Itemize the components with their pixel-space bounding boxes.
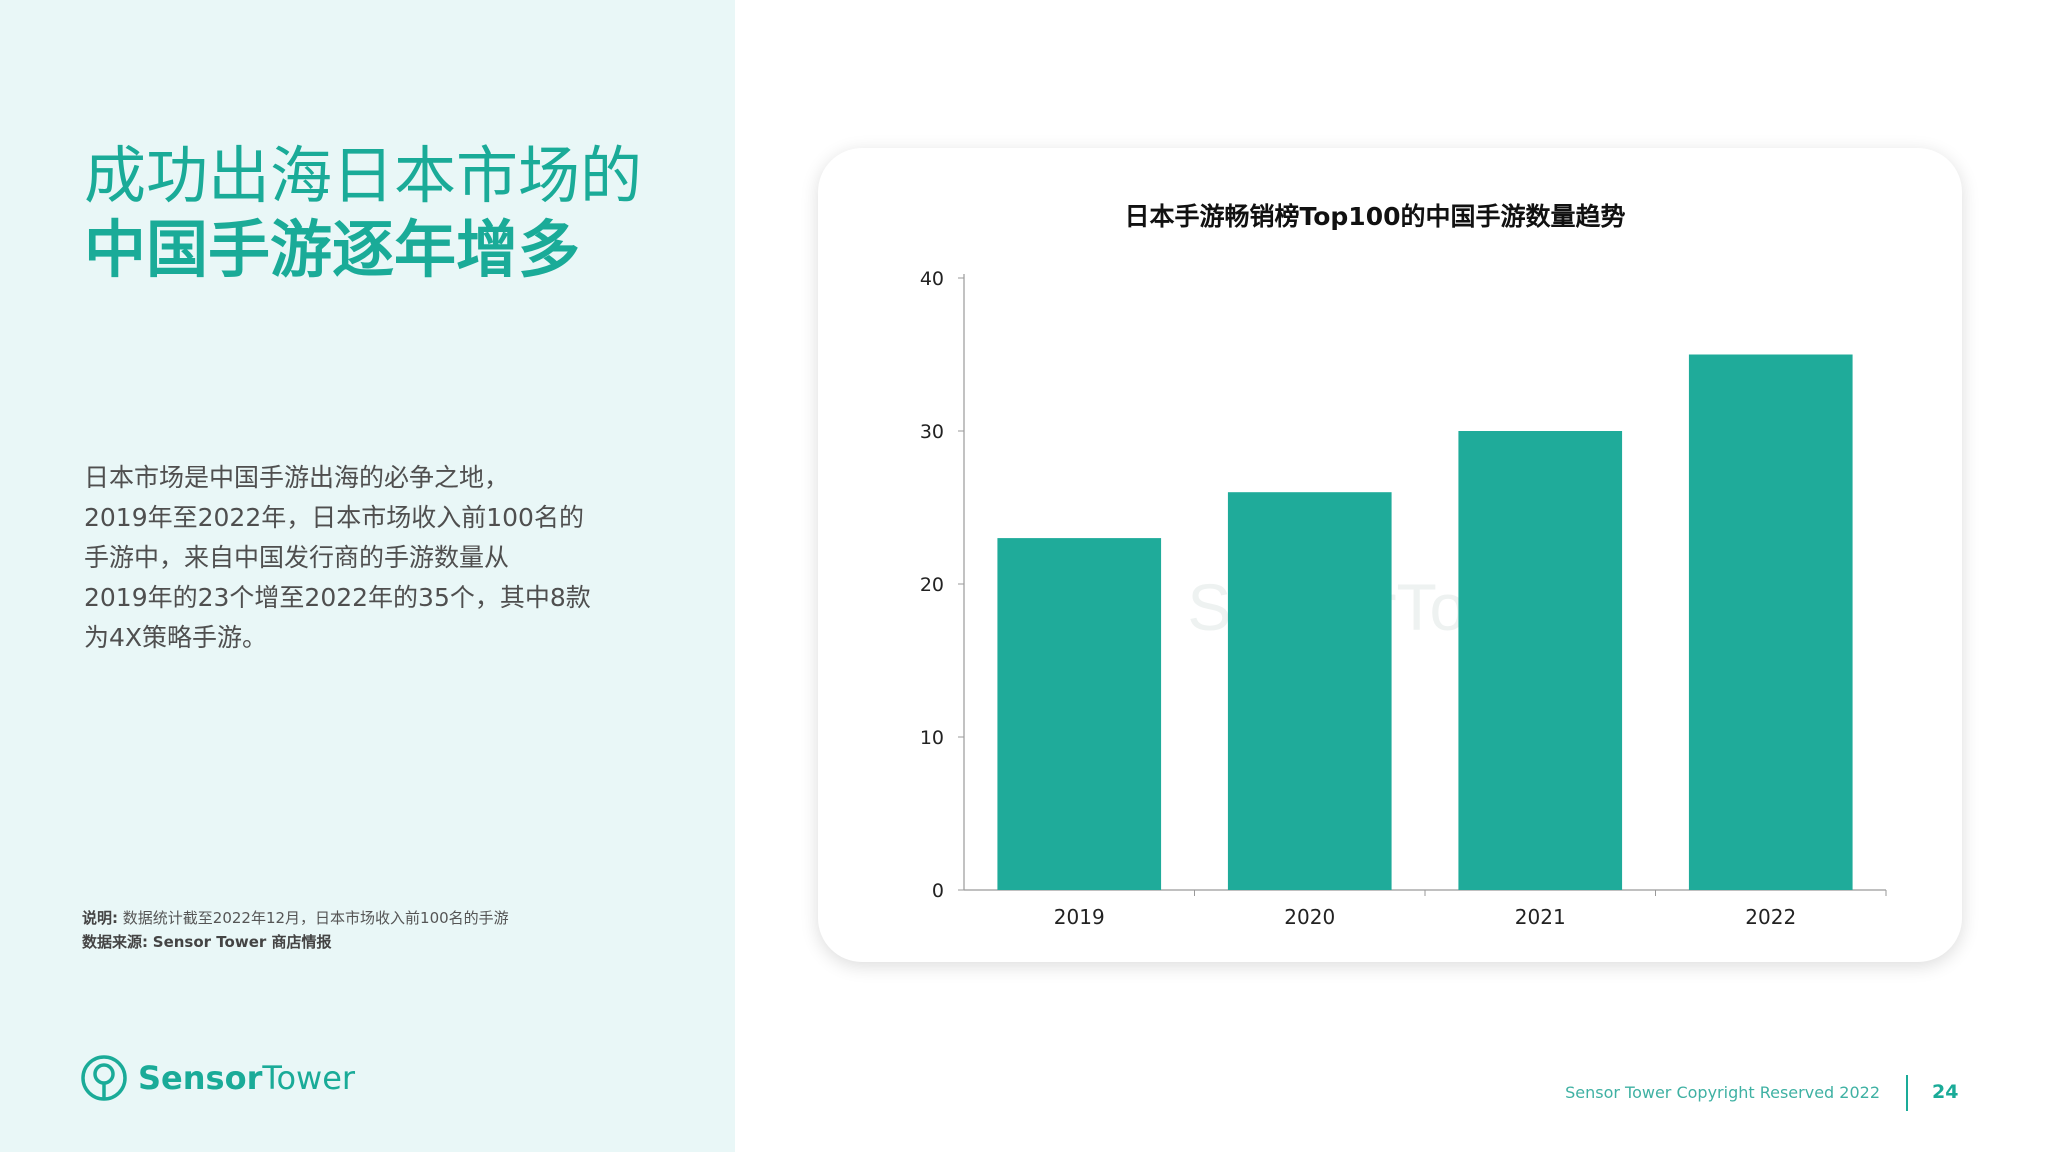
x-tick-label: 2021	[1515, 905, 1566, 929]
logo-text-bold: Sensor	[138, 1059, 263, 1097]
y-tick-label: 10	[920, 727, 944, 749]
source-text: Sensor Tower 商店情报	[152, 933, 332, 951]
description-line: 为4X策略手游。	[84, 623, 268, 652]
logo-text-regular: Tower	[262, 1059, 356, 1097]
chart-title: 日本手游畅销榜Top100的中国手游数量趋势	[1125, 202, 1626, 231]
y-tick-label: 40	[920, 268, 944, 290]
source-label: 数据来源:	[82, 933, 148, 951]
description-line: 2019年至2022年，日本市场收入前100名的	[84, 503, 584, 532]
y-tick-label: 0	[932, 880, 944, 902]
footer-copyright: Sensor Tower Copyright Reserved 2022	[1565, 1083, 1880, 1102]
description: 日本市场是中国手游出海的必争之地， 2019年至2022年，日本市场收入前100…	[84, 458, 624, 658]
bar-2022	[1688, 354, 1853, 890]
bar-2020	[1227, 492, 1392, 890]
sensor-tower-logo-icon	[81, 1055, 127, 1101]
y-tick-label: 20	[920, 574, 944, 596]
sensor-tower-logo: SensorTower	[80, 1054, 355, 1102]
bar-2019	[997, 538, 1162, 890]
note-line: 说明: 数据统计截至2022年12月，日本市场收入前100名的手游	[82, 906, 509, 930]
note-label: 说明:	[82, 909, 118, 927]
bar-2021	[1458, 431, 1623, 890]
description-line: 2019年的23个增至2022年的35个，其中8款	[84, 583, 591, 612]
chart-card: SensorTower日本手游畅销榜Top100的中国手游数量趋势0102030…	[818, 148, 1962, 962]
description-line: 手游中，来自中国发行商的手游数量从	[84, 543, 510, 572]
note-block: 说明: 数据统计截至2022年12月，日本市场收入前100名的手游 数据来源: …	[82, 906, 509, 954]
title-line-2: 中国手游逐年增多	[84, 213, 581, 286]
x-tick-label: 2019	[1054, 905, 1105, 929]
x-tick-label: 2020	[1284, 905, 1335, 929]
source-line: 数据来源: Sensor Tower 商店情报	[82, 930, 509, 954]
page-number: 24	[1932, 1081, 1959, 1103]
left-panel: 成功出海日本市场的 中国手游逐年增多 日本市场是中国手游出海的必争之地， 201…	[0, 0, 735, 1152]
x-tick-label: 2022	[1745, 905, 1796, 929]
footer-divider	[1906, 1075, 1908, 1111]
title-line-1: 成功出海日本市场的	[84, 139, 643, 212]
bar-chart: SensorTower日本手游畅销榜Top100的中国手游数量趋势0102030…	[920, 202, 1887, 929]
description-line: 日本市场是中国手游出海的必争之地，	[84, 463, 510, 492]
y-tick-label: 30	[920, 421, 944, 443]
note-text: 数据统计截至2022年12月，日本市场收入前100名的手游	[122, 909, 509, 927]
logo-text: SensorTower	[138, 1059, 355, 1097]
